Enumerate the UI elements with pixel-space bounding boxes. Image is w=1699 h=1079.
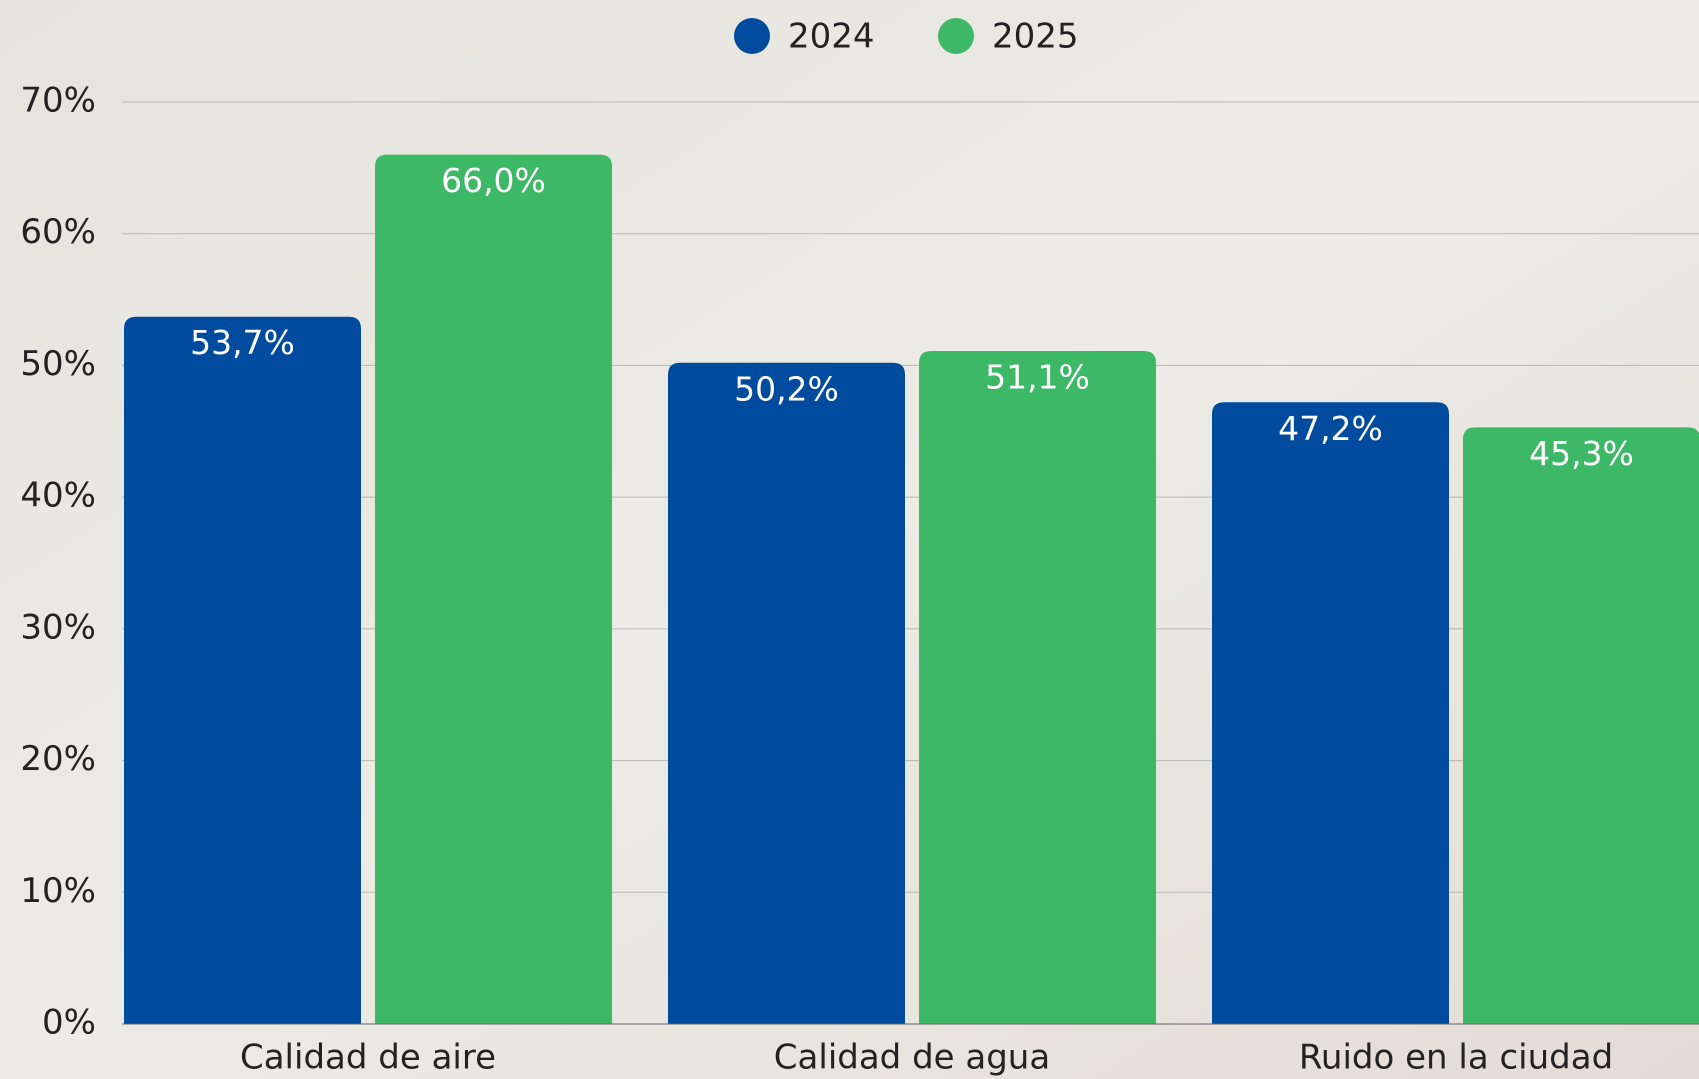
x-tick-label: Calidad de agua [774, 1038, 1050, 1078]
value-label: 47,2% [1278, 409, 1383, 448]
bar [1463, 427, 1699, 1024]
y-tick-label: 20% [20, 739, 96, 779]
y-tick-label: 40% [20, 476, 96, 516]
y-tick-label: 70% [20, 81, 96, 121]
y-tick-label: 30% [20, 607, 96, 647]
x-tick-label: Ruido en la ciudad [1299, 1038, 1613, 1078]
bar [668, 362, 905, 1024]
y-tick-label: 10% [20, 871, 96, 911]
value-label: 45,3% [1529, 434, 1634, 473]
y-tick-label: 50% [20, 344, 96, 384]
bar [375, 154, 612, 1024]
y-tick-label: 0% [42, 1003, 96, 1043]
legend-label: 2025 [992, 17, 1079, 57]
y-tick-label: 60% [20, 212, 96, 252]
bar [919, 350, 1156, 1024]
value-label: 66,0% [441, 161, 546, 200]
value-label: 53,7% [190, 323, 295, 362]
value-label: 51,1% [985, 357, 1090, 396]
legend-marker [938, 18, 974, 54]
bar [1212, 402, 1449, 1024]
value-label: 50,2% [734, 369, 839, 408]
legend-label: 2024 [788, 17, 875, 57]
legend-marker [734, 18, 770, 54]
x-tick-label: Calidad de aire [240, 1038, 496, 1078]
bar [124, 316, 361, 1024]
